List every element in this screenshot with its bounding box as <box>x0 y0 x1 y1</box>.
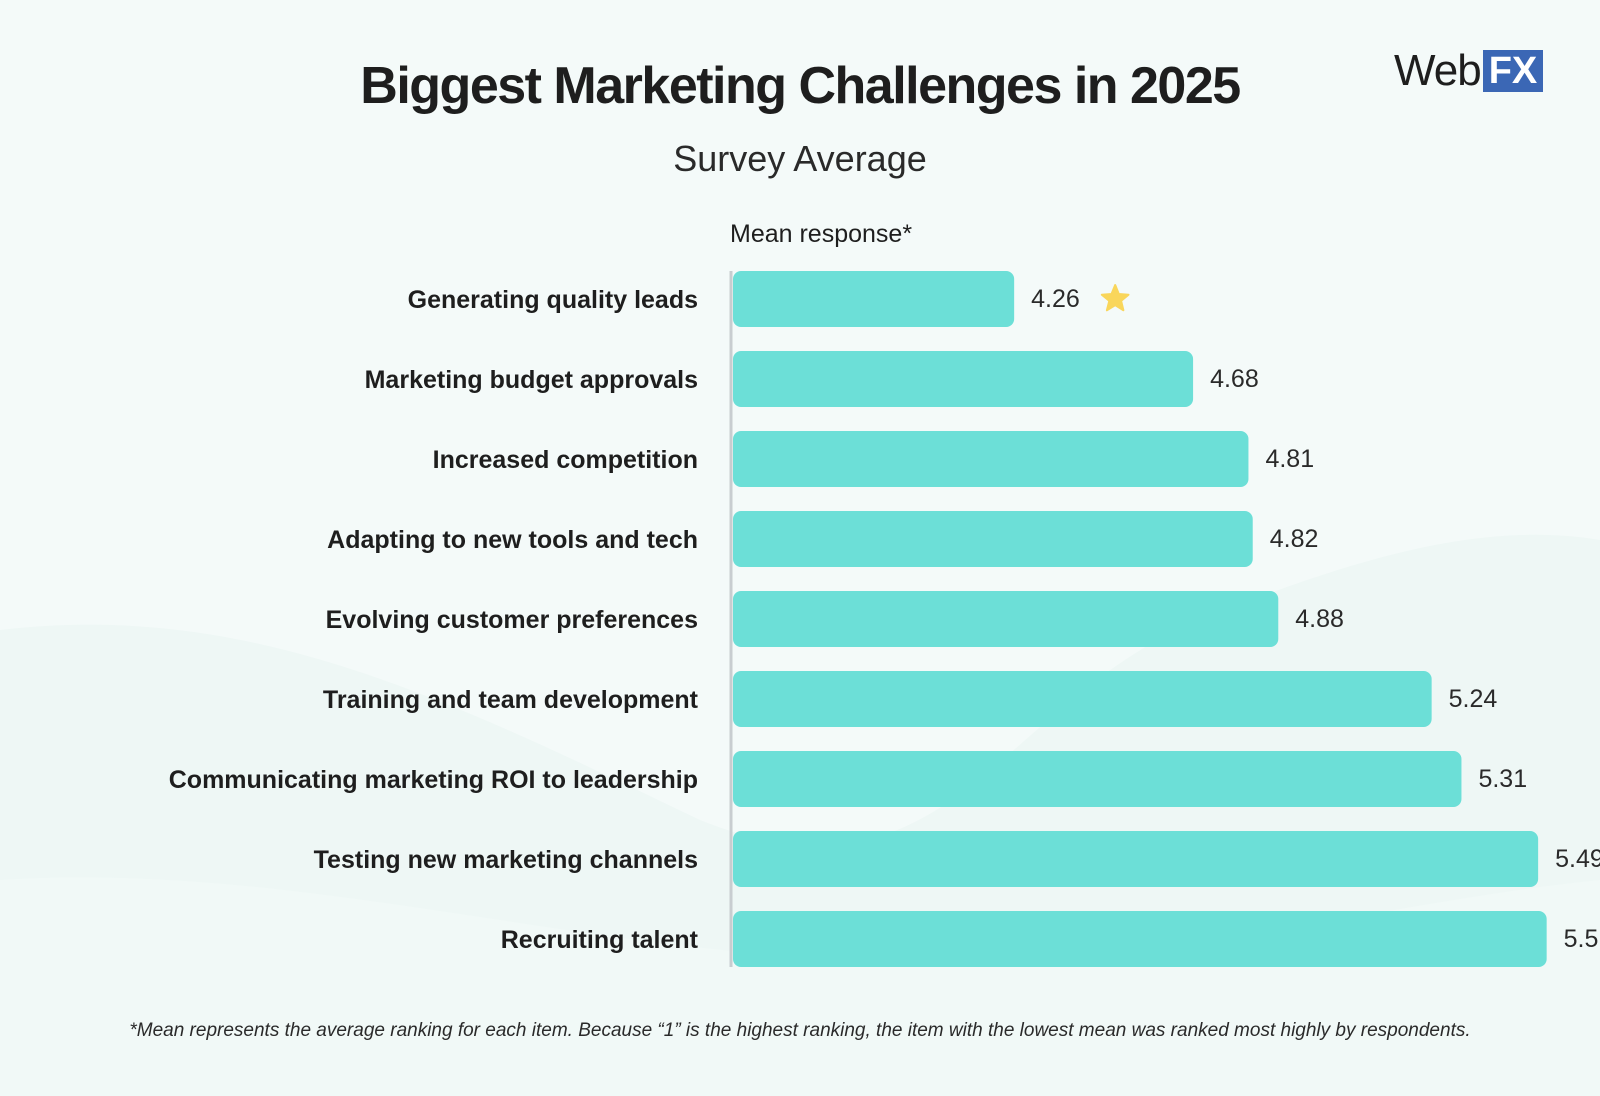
category-label: Adapting to new tools and tech <box>327 526 698 554</box>
category-label: Increased competition <box>433 446 698 474</box>
bar <box>733 911 1547 967</box>
chart-title: Biggest Marketing Challenges in 2025 <box>360 57 1241 115</box>
category-label: Communicating marketing ROI to leadershi… <box>169 766 698 794</box>
value-label: 4.26 <box>1031 285 1080 313</box>
value-label: 5.24 <box>1449 685 1498 713</box>
bar-chart: Mean response* Generating quality leads 4… <box>169 220 1600 967</box>
star-icon <box>1100 284 1130 312</box>
category-label: Testing new marketing channels <box>314 846 698 874</box>
category-label: Training and team development <box>323 686 699 714</box>
bar <box>733 351 1194 407</box>
logo-web-text: Web <box>1394 46 1482 95</box>
value-label: 5.49 <box>1555 845 1600 873</box>
bar <box>733 431 1249 487</box>
category-label: Generating quality leads <box>408 286 698 314</box>
bar <box>733 671 1432 727</box>
value-label: 5.31 <box>1478 765 1527 793</box>
value-label: 5.51 <box>1564 925 1600 953</box>
category-label: Evolving customer preferences <box>326 606 698 634</box>
bar <box>733 831 1539 887</box>
category-label: Recruiting talent <box>501 926 699 954</box>
bar <box>733 271 1015 327</box>
bar <box>733 751 1462 807</box>
bar <box>733 511 1253 567</box>
logo-fx-badge: FX <box>1482 50 1544 92</box>
value-label: 4.88 <box>1295 605 1344 633</box>
webfx-logo: Web FX <box>1394 46 1544 95</box>
value-label: 4.68 <box>1210 365 1259 393</box>
x-axis-label: Mean response* <box>730 220 912 248</box>
footnote: *Mean represents the average ranking for… <box>129 1020 1471 1041</box>
bar <box>733 591 1279 647</box>
value-label: 4.81 <box>1265 445 1314 473</box>
value-label: 4.82 <box>1270 525 1319 553</box>
category-label: Marketing budget approvals <box>365 366 698 394</box>
chart-subtitle: Survey Average <box>673 138 927 179</box>
